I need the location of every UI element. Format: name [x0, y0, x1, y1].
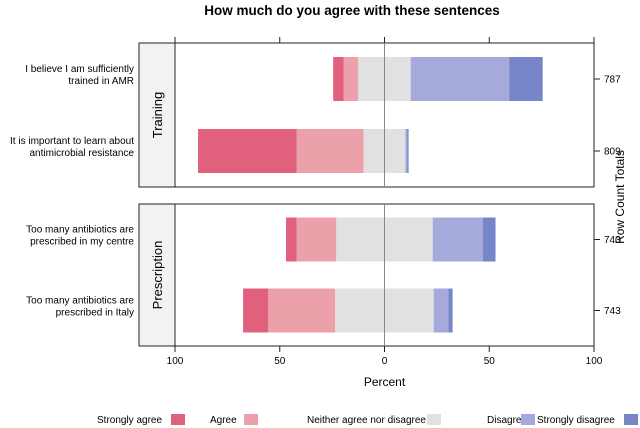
legend-swatch	[244, 414, 258, 425]
bar-strongly-agree	[198, 129, 297, 173]
row-total: 743	[604, 306, 621, 317]
chart-panels: Training I believe I am sufficiently train…	[10, 37, 621, 347]
bar-strongly-disagree	[482, 217, 496, 262]
bar-strongly-agree	[286, 217, 297, 262]
x-tick-label: 50	[274, 356, 286, 367]
legend-label: Neither agree nor disagree	[307, 415, 426, 426]
legend-item-agree: Agree	[210, 414, 258, 426]
legend-label: Strongly agree	[97, 415, 162, 426]
bar-disagree	[410, 57, 510, 101]
bar-strongly-agree	[333, 57, 344, 101]
row-total: 809	[604, 147, 621, 158]
x-axis: 100 50 0 50 100	[167, 346, 603, 367]
legend-label: Disagree	[487, 415, 527, 426]
legend-swatch	[171, 414, 185, 425]
bar-strongly-disagree	[509, 57, 543, 101]
chart-title: How much do you agree with these sentenc…	[204, 3, 500, 18]
bar-strongly-disagree	[448, 288, 453, 333]
panel-training: Training I believe I am sufficiently train…	[10, 37, 621, 188]
right-axis-title: Row Count Totals	[613, 150, 627, 244]
row-total: 787	[604, 75, 621, 86]
legend-item-neither-agree-nor-disagree: Neither agree nor disagree	[307, 414, 441, 426]
row-label: Too many antibiotics are prescribed in It…	[26, 296, 134, 319]
legend-label: Agree	[210, 415, 237, 426]
bar-disagree	[433, 288, 449, 333]
bar-agree	[268, 288, 336, 333]
legend-label: Strongly disagree	[537, 415, 615, 426]
x-tick-label: 50	[484, 356, 496, 367]
bar-agree	[296, 129, 364, 173]
panel-strip	[138, 42, 176, 188]
x-tick-label: 0	[382, 356, 388, 367]
row-too-many-antibiotics-are-prescribed-in-my-centre: Too many antibiotics are prescribed in my…	[26, 217, 621, 262]
x-tick-label: 100	[586, 356, 603, 367]
legend-swatch	[427, 414, 441, 425]
x-tick-label: 100	[167, 356, 184, 367]
x-axis-title: Percent	[364, 375, 406, 389]
bar-strongly-disagree	[407, 129, 409, 173]
legend-item-strongly-disagree: Strongly disagree	[537, 414, 638, 426]
panel-strip-label: Training	[150, 92, 165, 138]
legend-swatch	[624, 414, 638, 425]
panel-strip	[138, 203, 176, 347]
row-label: It is important to learn about antimicrob…	[10, 136, 134, 159]
row-total: 743	[604, 235, 621, 246]
row-label: I believe I am sufficiently trained in AM…	[25, 64, 134, 87]
bar-disagree	[432, 217, 483, 262]
panel-prescription: Prescription Too many antibiotics are pres…	[26, 203, 621, 347]
bar-agree	[296, 217, 337, 262]
bar-strongly-agree	[243, 288, 269, 333]
legend-item-disagree: Disagree	[487, 414, 535, 426]
legend: Strongly agree Agree Neither agree nor dis…	[97, 414, 638, 426]
legend-swatch	[521, 414, 535, 425]
row-label: Too many antibiotics are prescribed in my…	[26, 225, 134, 248]
bar-disagree	[405, 129, 408, 173]
bar-agree	[343, 57, 359, 101]
legend-item-strongly-agree: Strongly agree	[97, 414, 185, 426]
panel-strip-label: Prescription	[150, 241, 165, 310]
